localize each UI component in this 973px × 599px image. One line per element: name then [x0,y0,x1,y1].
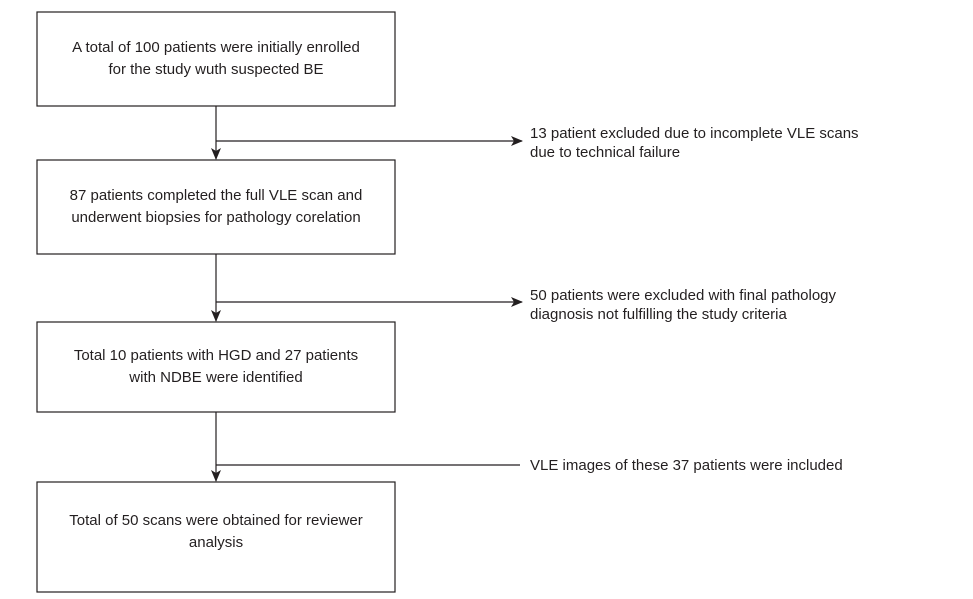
note-text: 13 patient excluded due to incomplete VL… [530,125,859,142]
note-text: diagnosis not fulfilling the study crite… [530,306,787,323]
box-text: A total of 100 patients were initially e… [72,39,360,56]
box-text: with NDBE were identified [128,369,302,386]
box-text: analysis [189,534,243,551]
box [36,11,396,107]
note-text: 50 patients were excluded with final pat… [530,287,837,304]
box-text: Total of 50 scans were obtained for revi… [69,512,363,529]
note-text: VLE images of these 37 patients were inc… [530,457,843,474]
box [36,481,396,593]
note-text: due to technical failure [530,144,680,161]
box [36,159,396,255]
box-text: for the study wuth suspected BE [108,61,323,78]
box-text: 87 patients completed the full VLE scan … [70,187,363,204]
box-text: Total 10 patients with HGD and 27 patien… [74,347,358,364]
box [36,321,396,413]
box-text: underwent biopsies for pathology corelat… [71,209,360,226]
